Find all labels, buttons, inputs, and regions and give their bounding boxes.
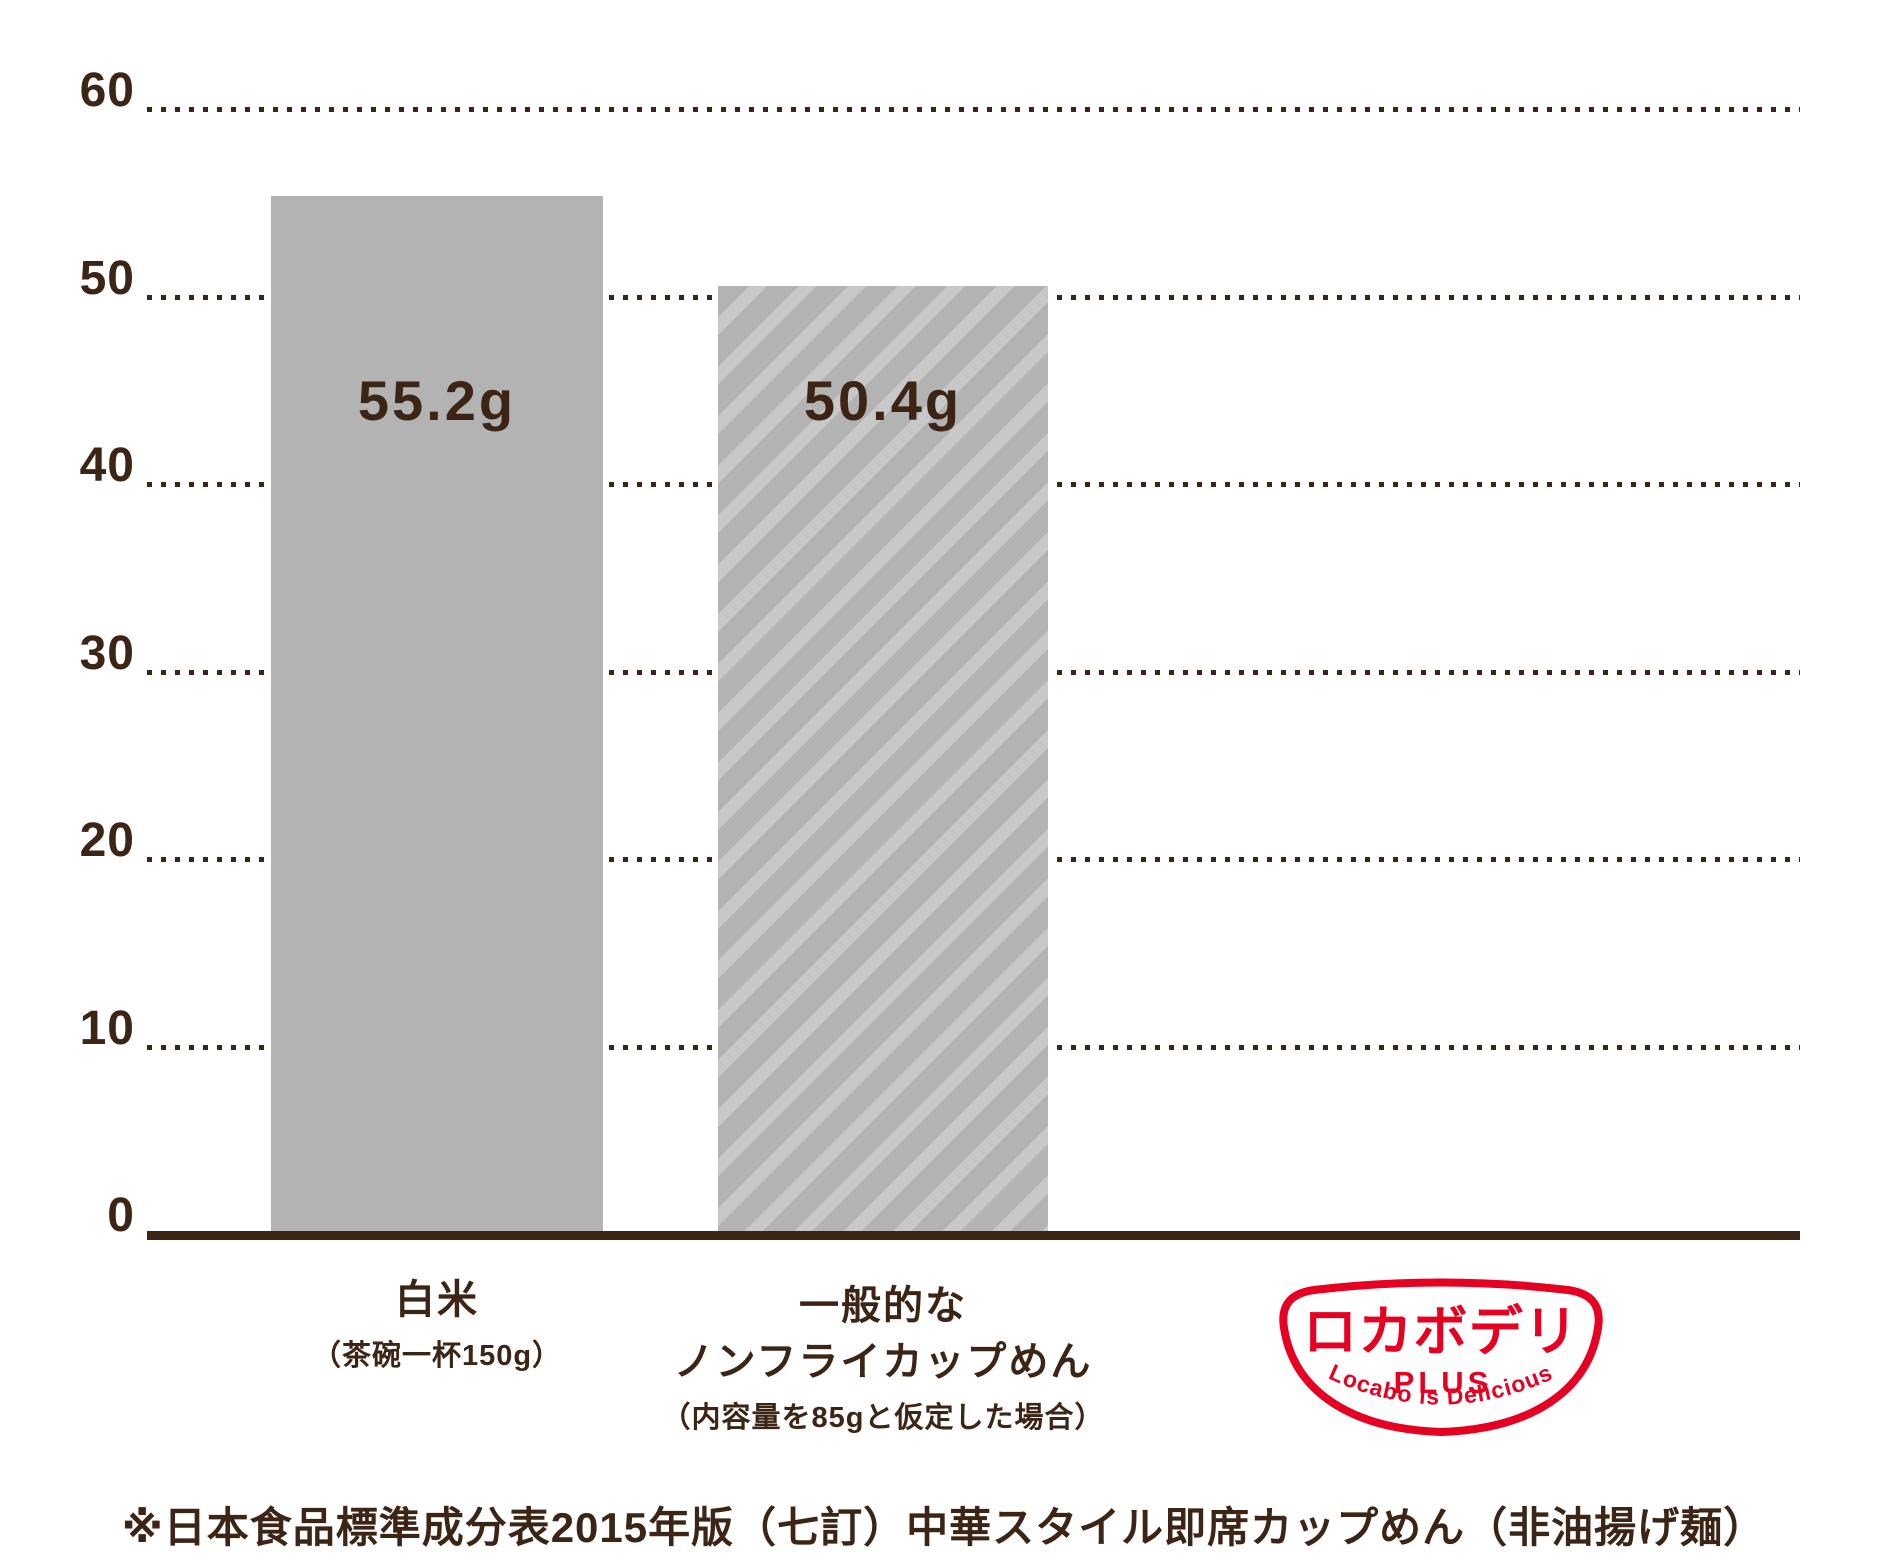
- x-axis-label-1-sub: （内容量を85gと仮定した場合）: [661, 1402, 1105, 1434]
- x-axis-label-0: 白米 （茶碗一杯150g）: [177, 1272, 697, 1376]
- y-axis-tick-20: 20: [79, 814, 135, 867]
- x-axis-label-1-line-0: 一般的な: [799, 1284, 967, 1328]
- bar-value-label-1: 50.4g: [803, 369, 963, 432]
- gridline-60: [147, 107, 1800, 112]
- x-axis-label-0-line-0: 白米: [395, 1278, 479, 1322]
- y-axis-tick-50: 50: [79, 251, 135, 305]
- y-axis-tick-40: 40: [79, 439, 135, 492]
- bar-0: [271, 196, 603, 1231]
- x-axis-label-1: 一般的なノンフライカップめん （内容量を85gと仮定した場合）: [623, 1278, 1143, 1438]
- bar-value-label-0: 55.2g: [357, 369, 517, 432]
- logo-title: ロカボデリ: [1303, 1302, 1579, 1362]
- x-axis-line: [147, 1231, 1800, 1240]
- logo-subtitle: PLUS: [1394, 1365, 1493, 1400]
- source-footnote: ※日本食品標準成分表2015年版（七訂）中華スタイル即席カップめん（非油揚げ麺）: [121, 1504, 1767, 1551]
- y-axis-tick-30: 30: [79, 626, 135, 680]
- x-axis-label-1-line-1: ノンフライカップめん: [673, 1340, 1093, 1384]
- y-axis-tick-60: 60: [79, 64, 135, 117]
- logo-bowl-outline: [1279, 1278, 1603, 1436]
- y-axis-tick-0: 0: [107, 1189, 135, 1242]
- x-axis-label-0-sub: （茶碗一杯150g）: [311, 1340, 563, 1372]
- y-axis-tick-10: 10: [79, 1001, 135, 1055]
- locabo-deli-plus-logo: ロカボデリ PLUS Locabo is Delicious: [1279, 1278, 1603, 1436]
- bar-1: [718, 286, 1048, 1231]
